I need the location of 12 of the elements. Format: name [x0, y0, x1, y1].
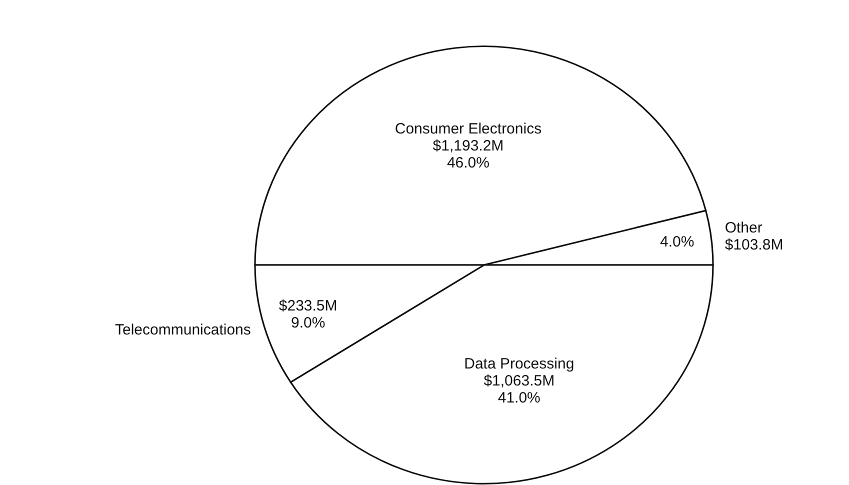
slice-label: Consumer Electronics [394, 120, 542, 138]
text: $1,193.2M [432, 138, 504, 155]
slice-label: Telecommunications [114, 322, 251, 339]
text: $103.8M [724, 236, 784, 254]
data-label: 41.0% [498, 390, 540, 407]
text: $1,063.5M [484, 372, 555, 390]
data-label: 9.0% [290, 314, 326, 332]
data-label: 4.0% [660, 234, 694, 251]
slice-label: Data Processing [464, 356, 574, 373]
text: $233.5M [278, 297, 338, 314]
data-label: 46.0% [446, 154, 490, 172]
slice-label: Other [724, 219, 762, 236]
